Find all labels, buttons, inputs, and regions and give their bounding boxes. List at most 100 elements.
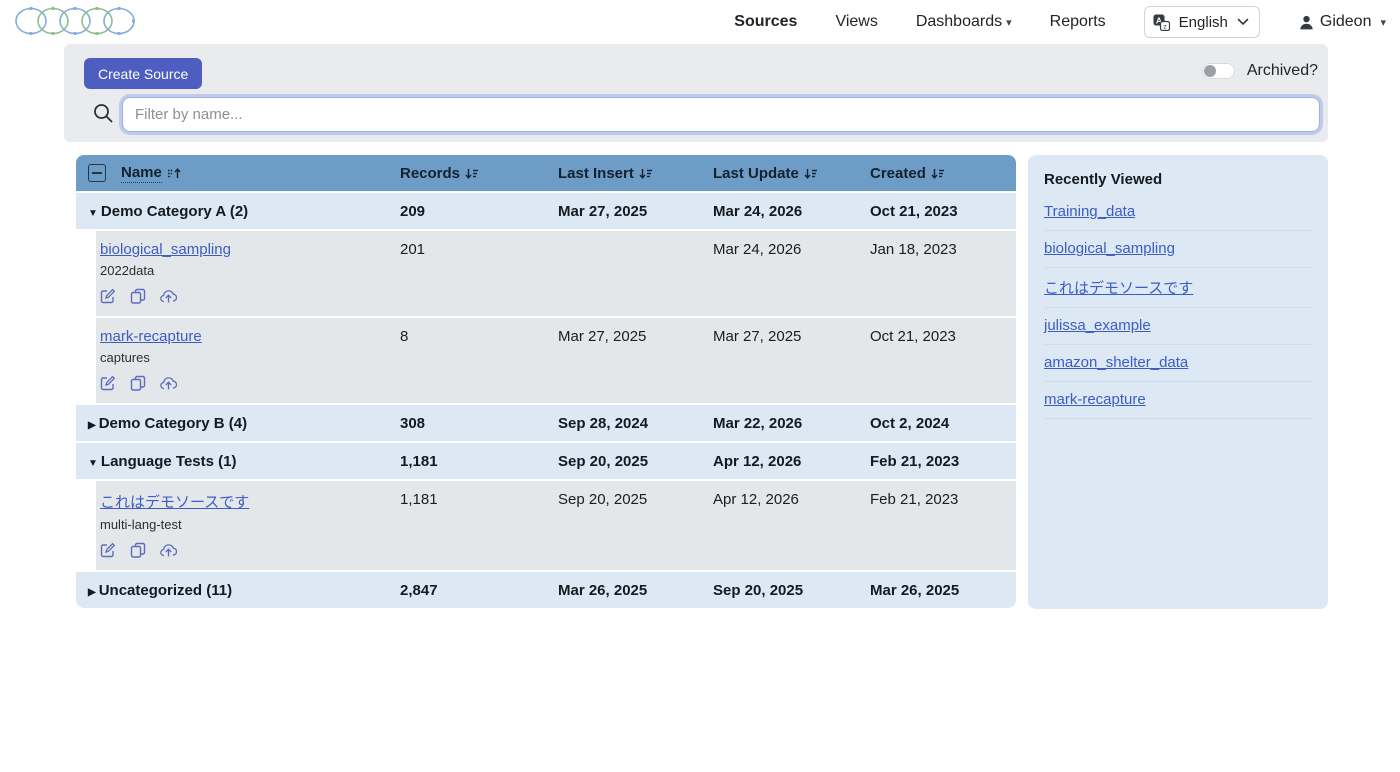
app-logo[interactable] [14,5,136,37]
edit-button[interactable] [100,375,116,391]
recently-viewed-link[interactable]: mark-recapture [1044,391,1146,408]
category-row-demo-b[interactable]: Demo Category B (4) 308 Sep 28, 2024 Mar… [76,405,1016,441]
copy-icon [130,542,146,558]
source-last-update: Apr 12, 2026 [713,491,799,508]
column-header-created[interactable]: Created [870,165,1016,182]
upload-cloud-icon [160,290,177,303]
column-header-records[interactable]: Records [400,165,558,182]
upload-cloud-icon [160,377,177,390]
copy-button[interactable] [130,375,146,391]
table-header-row: Name Records Last Insert [76,155,1016,191]
column-header-name[interactable]: Name [88,164,400,183]
source-row-biological-sampling: biological_sampling 2022data 201 Mar 24,… [96,231,1016,316]
edit-button[interactable] [100,542,116,558]
nav-link-views[interactable]: Views [835,13,878,30]
upload-button[interactable] [160,288,177,304]
recently-viewed-panel: Recently Viewed Training_data biological… [1028,155,1328,609]
collapse-triangle-icon[interactable] [88,208,98,219]
category-last-insert: Mar 27, 2025 [558,202,648,220]
source-description: multi-lang-test [100,517,182,532]
user-menu[interactable]: Gideon ▾ [1298,13,1386,31]
nav-link-sources[interactable]: Sources [734,13,798,30]
source-name-cell: biological_sampling 2022data [100,231,400,316]
category-name-cell: Uncategorized (11) [88,582,400,599]
recently-viewed-link[interactable]: Training_data [1044,203,1136,220]
source-created: Oct 21, 2023 [870,328,956,345]
category-records: 209 [400,202,426,220]
nav-link-dashboards-label: Dashboards [915,13,1003,30]
edit-button[interactable] [100,288,116,304]
chevron-down-icon [1237,18,1249,26]
nav-link-dashboards[interactable]: Dashboards ▾ [916,13,1012,31]
category-row-demo-a[interactable]: Demo Category A (2) 209 Mar 27, 2025 Mar… [76,193,1016,229]
column-header-last-insert[interactable]: Last Insert [558,165,713,182]
source-description: captures [100,350,150,365]
archived-toggle[interactable] [1201,63,1235,79]
sort-descending-icon [639,168,652,179]
source-last-update: Mar 27, 2025 [713,328,802,345]
source-name-cell: mark-recapture captures [100,318,400,403]
language-selector[interactable]: A z English [1143,6,1260,38]
category-records: 2,847 [400,581,438,599]
category-records: 1,181 [400,452,438,470]
column-header-created-label: Created [870,164,926,182]
copy-button[interactable] [130,288,146,304]
caret-down-icon: ▾ [1006,17,1012,29]
category-created: Feb 21, 2023 [870,452,960,470]
expand-triangle-icon[interactable] [88,420,96,431]
sources-table: Name Records Last Insert [76,155,1016,608]
upload-cloud-icon [160,544,177,557]
sort-descending-icon [465,168,479,179]
category-created: Oct 2, 2024 [870,414,950,432]
category-last-insert: Sep 20, 2025 [558,452,649,470]
recently-viewed-link[interactable]: julissa_example [1044,317,1151,334]
caret-down-icon: ▾ [1380,16,1386,29]
category-name-cell: Demo Category B (4) [88,415,400,432]
category-records: 308 [400,414,426,432]
source-records: 1,181 [400,491,438,508]
recently-viewed-link[interactable]: これはデモソースです [1044,280,1194,297]
category-last-update: Sep 20, 2025 [713,581,804,599]
recently-viewed-link[interactable]: amazon_shelter_data [1044,354,1189,371]
translate-icon: A z [1153,14,1170,31]
create-source-button[interactable]: Create Source [84,58,203,89]
top-navbar: Sources Views Dashboards ▾ Reports A z En… [0,0,1400,44]
copy-icon [130,288,146,304]
category-last-insert: Mar 26, 2025 [558,581,648,599]
source-last-update: Mar 24, 2026 [713,241,802,258]
category-label: Uncategorized (11) [98,581,233,599]
sort-descending-icon [804,168,817,179]
collapse-triangle-icon[interactable] [88,458,98,469]
column-header-last-update[interactable]: Last Update [713,165,870,182]
category-last-update: Mar 22, 2026 [713,414,803,432]
person-icon [1300,15,1313,29]
nav-link-reports[interactable]: Reports [1049,13,1106,30]
select-all-checkbox[interactable] [88,164,106,182]
copy-button[interactable] [130,542,146,558]
category-row-language-tests[interactable]: Language Tests (1) 1,181 Sep 20, 2025 Ap… [76,443,1016,479]
upload-button[interactable] [160,375,177,391]
user-name-label: Gideon [1319,13,1372,30]
copy-icon [130,375,146,391]
source-link[interactable]: mark-recapture [100,328,202,345]
filter-by-name-input[interactable] [122,97,1320,132]
source-last-insert: Mar 27, 2025 [558,328,647,345]
recently-viewed-link[interactable]: biological_sampling [1044,240,1175,257]
upload-button[interactable] [160,542,177,558]
column-header-last-insert-label: Last Insert [558,164,634,182]
source-name-cell: これはデモソースです multi-lang-test [100,481,400,570]
source-records: 201 [400,241,426,258]
source-link[interactable]: biological_sampling [100,241,231,258]
source-link[interactable]: これはデモソースです [100,494,250,511]
category-label: Demo Category A (2) [100,202,249,220]
category-row-uncategorized[interactable]: Uncategorized (11) 2,847 Mar 26, 2025 Se… [76,572,1016,608]
svg-text:z: z [1163,22,1167,30]
list-item: mark-recapture [1044,382,1312,419]
category-last-update: Apr 12, 2026 [713,452,802,470]
expand-triangle-icon[interactable] [88,587,96,598]
list-item: julissa_example [1044,308,1312,345]
category-name-cell: Demo Category A (2) [88,203,400,220]
category-last-insert: Sep 28, 2024 [558,414,649,432]
column-header-records-label: Records [400,164,461,182]
list-item: Training_data [1044,194,1312,231]
